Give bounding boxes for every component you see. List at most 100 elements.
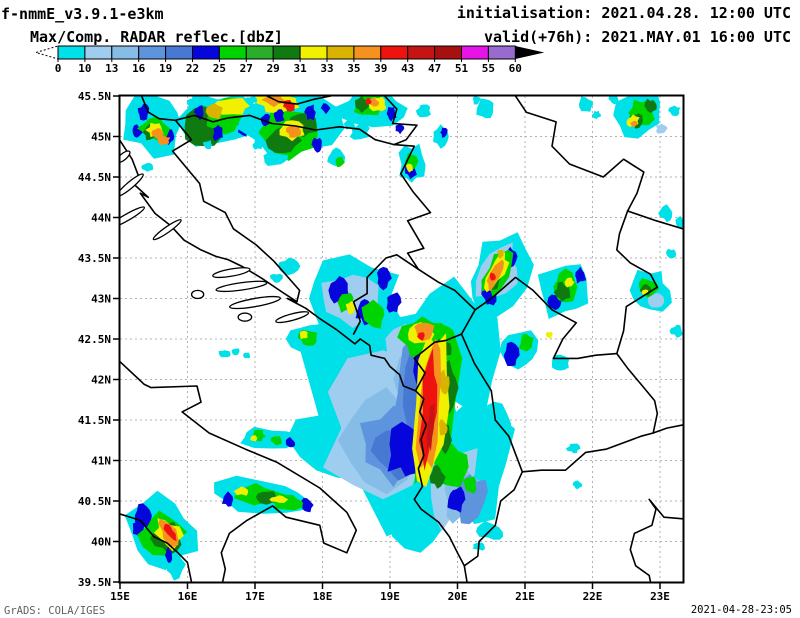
island — [190, 289, 205, 300]
radar-cell — [608, 96, 619, 105]
radar-cell — [218, 350, 231, 358]
island — [212, 267, 251, 279]
colorbar-segment — [138, 45, 167, 60]
colorbar-segment — [111, 45, 140, 60]
colorbar-tick-label: 35 — [347, 62, 360, 75]
border-border_kos — [460, 276, 578, 360]
colorbar-segment — [218, 45, 247, 60]
lat-tick-label: 42N — [91, 374, 111, 387]
radar-cell — [545, 331, 553, 339]
radar-cell — [438, 369, 450, 395]
lat-tick-label: 41.5N — [78, 414, 111, 427]
radar-cell — [565, 443, 581, 454]
axis-labels: 45.5N 45N 44.5N 44N 43.5N 43N 42.5N 42N 41.5N 41N… — [78, 90, 670, 603]
radar-cell — [655, 123, 668, 134]
colorbar-segment — [461, 45, 489, 60]
border-border_srb_ro — [514, 96, 645, 212]
radar-cell — [141, 163, 153, 172]
colorbar-tick-label: 19 — [159, 62, 172, 75]
radar-cell — [250, 435, 258, 442]
island — [237, 312, 253, 322]
colorbar-segment — [57, 45, 86, 60]
above-max-arrow — [515, 46, 545, 59]
border-border_alb_e — [463, 471, 524, 567]
border-border_hb — [171, 119, 301, 303]
colorbar-tick-label: 0 — [55, 62, 62, 75]
valid-time-label: valid(+76h): 2021.MAY.01 16:00 UTC — [484, 28, 791, 46]
lat-tick-label: 44N — [91, 212, 111, 225]
lon-tick-label: 21E — [515, 590, 535, 603]
radar-cell — [270, 436, 282, 446]
border-border_mne_alb — [413, 333, 463, 392]
colorbar-segment — [407, 45, 436, 60]
border-border_gr_bg — [652, 424, 683, 434]
lon-tick-label: 17E — [245, 590, 265, 603]
radar-cell — [134, 503, 152, 528]
colorbar-tick-label: 51 — [455, 62, 469, 75]
colorbar-tick-label: 33 — [320, 62, 333, 75]
border-border_mk_w — [490, 390, 524, 473]
border-border_ro_bg — [626, 210, 683, 230]
radar-cell — [476, 98, 494, 119]
colorbar-tick-label: 13 — [105, 62, 118, 75]
radar-cell — [278, 257, 301, 276]
lat-tick-label: 41N — [91, 455, 111, 468]
border-border_mk_n — [552, 352, 618, 360]
radar-cell — [395, 124, 405, 135]
lon-tick-label: 15E — [110, 590, 130, 603]
radar-cell — [260, 113, 271, 127]
border-border_bs — [352, 143, 432, 335]
radar-cell — [285, 437, 296, 448]
radar-cell — [243, 352, 251, 359]
colorbar-tick-label: 47 — [428, 62, 441, 75]
radar-cell — [163, 523, 177, 542]
border-border_hu — [266, 96, 332, 105]
colorbar-tick-label: 16 — [132, 62, 146, 75]
radar-cell — [273, 109, 285, 122]
radar-cell — [572, 480, 583, 490]
radar-cell — [252, 139, 264, 150]
radar-cell — [630, 120, 638, 128]
radar-cell — [212, 124, 223, 142]
radar-cell — [666, 248, 676, 259]
lon-tick-label: 23E — [650, 590, 670, 603]
lat-tick-label: 40.5N — [78, 495, 111, 508]
radar-cell — [231, 348, 240, 356]
colorbar-segment — [326, 45, 355, 60]
radar-cell — [497, 249, 504, 259]
radar-cell — [186, 98, 196, 107]
radar-cell — [426, 403, 435, 452]
radar-cell — [406, 163, 414, 173]
radar-cell — [365, 97, 372, 106]
radar-map: 45.5N 45N 44.5N 44N 43.5N 43N 42.5N 42N 41.5N 41N… — [78, 90, 685, 603]
below-min-arrow — [34, 45, 59, 60]
radar-cell — [269, 273, 283, 283]
radar-cell — [503, 341, 520, 366]
radar-cell — [301, 498, 314, 513]
border-coast_it_e — [120, 360, 358, 582]
border-coast_it_w — [120, 513, 193, 582]
radar-cell — [439, 419, 448, 436]
radar-cell — [658, 204, 673, 223]
colorbar-segment — [245, 45, 274, 60]
lon-tick-label: 22E — [583, 590, 603, 603]
lat-tick-label: 45.5N — [78, 90, 111, 103]
lat-tick-label: 39.5N — [78, 576, 111, 589]
timestamp: 2021-04-28-23:05 — [691, 604, 792, 616]
radar-cell — [386, 292, 402, 313]
colorbar-tick-label: 22 — [186, 62, 199, 75]
radar-cell — [429, 464, 446, 489]
colorbar-tick-label: 43 — [401, 62, 414, 75]
colorbar-segment — [192, 45, 220, 60]
border-border_mk_e — [616, 352, 659, 434]
colorbar-tick-label: 39 — [374, 62, 387, 75]
radar-cell — [193, 105, 204, 121]
border-border_mne_srb — [417, 268, 476, 311]
legend-title: Max/Comp. RADAR reflec.[dbZ] — [30, 28, 283, 46]
radar-cell — [233, 486, 249, 496]
grads-credit: GrADS: COLA/IGES — [4, 605, 105, 617]
radar-cell — [675, 216, 683, 228]
colorbar-tick-label: 29 — [267, 62, 280, 75]
border-border_mk_s — [521, 432, 654, 473]
